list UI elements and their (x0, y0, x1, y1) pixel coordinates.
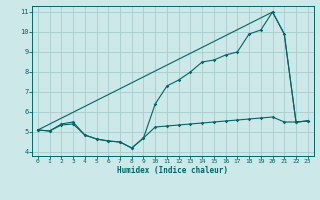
X-axis label: Humidex (Indice chaleur): Humidex (Indice chaleur) (117, 166, 228, 175)
